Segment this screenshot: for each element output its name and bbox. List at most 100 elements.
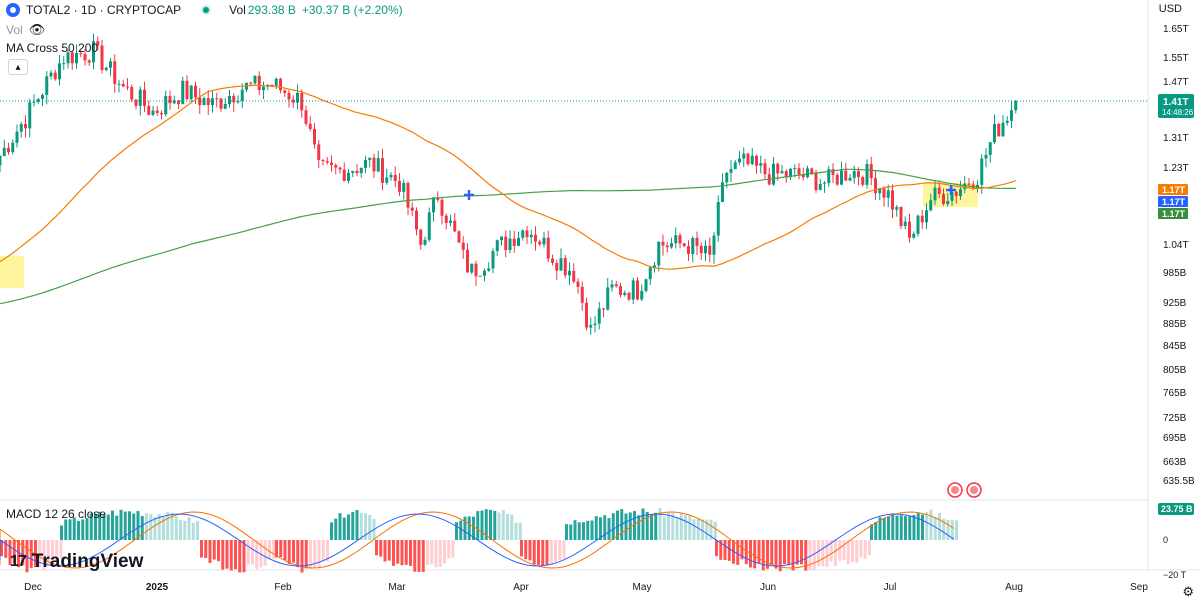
us-flag-event-dot [970, 486, 978, 494]
candle-body [100, 45, 104, 71]
macd-hist-bar [611, 513, 615, 540]
candle-body [733, 162, 737, 169]
macd-hist-bar [400, 540, 404, 566]
ma-indicator-legend[interactable]: MA Cross 50 200 [6, 41, 98, 55]
macd-hist-bar [434, 540, 438, 568]
price-tick-label: 805B [1163, 365, 1187, 376]
candle-body [143, 89, 146, 106]
candle-body [483, 270, 486, 276]
price-tick-label: 845B [1163, 341, 1187, 352]
macd-hist-bar [174, 516, 178, 540]
candle-body [393, 174, 397, 181]
candle-body [772, 163, 775, 185]
candle-body [699, 245, 703, 254]
price-tick-label: 765B [1163, 388, 1187, 399]
time-tick-label: Feb [274, 582, 292, 593]
macd-hist-bar [859, 540, 863, 558]
macd-hist-bar [624, 513, 628, 540]
macd-hist-bar [379, 540, 383, 557]
candle-body [814, 173, 818, 191]
price-tick-label: 1.23T [1163, 163, 1189, 174]
candle-body [355, 170, 359, 174]
candle-body [300, 92, 304, 111]
symbol-title[interactable]: TOTAL2 · 1D · CRYPTOCAP [26, 3, 182, 17]
macd-hist-bar [950, 519, 954, 540]
candle-body [181, 80, 185, 105]
candle-body [623, 292, 627, 296]
macd-hist-bar [715, 540, 718, 557]
macd-hist-bar [812, 540, 816, 570]
candle-body [878, 188, 882, 194]
macd-hist-bar [489, 509, 492, 540]
macd-hist-bar [426, 540, 429, 566]
eye-off-icon[interactable]: 👁︎ [28, 22, 46, 37]
macd-hist-bar [38, 540, 42, 568]
time-axis[interactable]: Dec 2025 Feb Mar Apr May Jun Jul Aug Sep [24, 582, 1148, 593]
macd-hist-bar [766, 540, 769, 569]
candle-body [950, 191, 954, 201]
candle-body [806, 168, 809, 178]
macd-hist-bar [459, 520, 463, 540]
macd-hist-bar [480, 510, 484, 540]
macd-value-label: 23.75 B [1161, 504, 1193, 514]
candle-body [495, 240, 499, 252]
tradingview-logo[interactable]: 17 TradingView [10, 551, 143, 573]
chevron-up-icon[interactable]: ▴ [8, 59, 28, 75]
macd-hist-bar [628, 512, 632, 540]
macd-hist-bar [300, 540, 304, 573]
countdown-label: 14:48:26 [1162, 108, 1194, 117]
symbol-legend[interactable]: TOTAL2 · 1D · CRYPTOCAP Vol 293.38 B +30… [6, 3, 403, 17]
macd-hist-bar [102, 514, 106, 540]
macd-hist-bar [825, 540, 829, 567]
macd-hist-bar [309, 540, 312, 569]
macd-hist-bar [208, 540, 212, 563]
candle-body [827, 169, 831, 184]
macd-hist-bar [817, 540, 820, 567]
candle-body [563, 258, 567, 276]
candle-body [7, 147, 10, 153]
candle-body [899, 206, 903, 226]
candle-body [665, 245, 669, 248]
candle-body [895, 206, 899, 210]
macd-hist-bar [537, 540, 540, 565]
candle-body [283, 90, 287, 93]
candle-body [585, 302, 588, 328]
macd-hist-bar [81, 519, 85, 540]
candle-body [478, 275, 482, 277]
candle-body [240, 89, 244, 101]
macd-hist-bar [705, 519, 709, 540]
macd-label[interactable]: MACD 12 26 close [6, 507, 107, 521]
candle-body [882, 188, 886, 198]
macd-hist-bar [829, 540, 833, 562]
candle-body [351, 170, 355, 173]
vol-value: 293.38 B [247, 3, 296, 17]
macd-hist-bar [565, 524, 568, 540]
candle-body [66, 52, 70, 64]
macd-hist-bar [191, 522, 195, 540]
candle-body [869, 164, 873, 179]
macd-hist-bar [417, 540, 421, 572]
macd-hist-bar [887, 516, 890, 540]
candle-body [449, 220, 452, 223]
macd-hist-bar [204, 540, 208, 559]
time-tick-label: Aug [1005, 582, 1023, 593]
gear-icon[interactable]: ⚙︎ [1182, 584, 1194, 599]
highlight-layer [0, 183, 978, 288]
price-axis[interactable]: 1.65T 1.55T 1.47T 1.31T 1.23T 1.04T 985B 925B 88… [0, 0, 1200, 571]
macd-hist-bar [582, 522, 585, 540]
macd-hist-bar [573, 520, 577, 540]
candle-body [126, 86, 129, 88]
candle-body [117, 83, 121, 85]
candle-body [640, 290, 644, 300]
macd-hist-bar [696, 518, 700, 540]
currency-label[interactable]: USD [1158, 3, 1182, 15]
candle-body [262, 86, 265, 91]
candle-body [512, 238, 516, 246]
vol-indicator-legend[interactable]: Vol 👁︎ [6, 22, 45, 38]
candle-body [11, 142, 15, 153]
price-tick-label: 725B [1163, 413, 1187, 424]
candle-body [160, 112, 163, 115]
macd-hist-bar [753, 540, 757, 569]
macd-hist-bar [778, 540, 782, 572]
